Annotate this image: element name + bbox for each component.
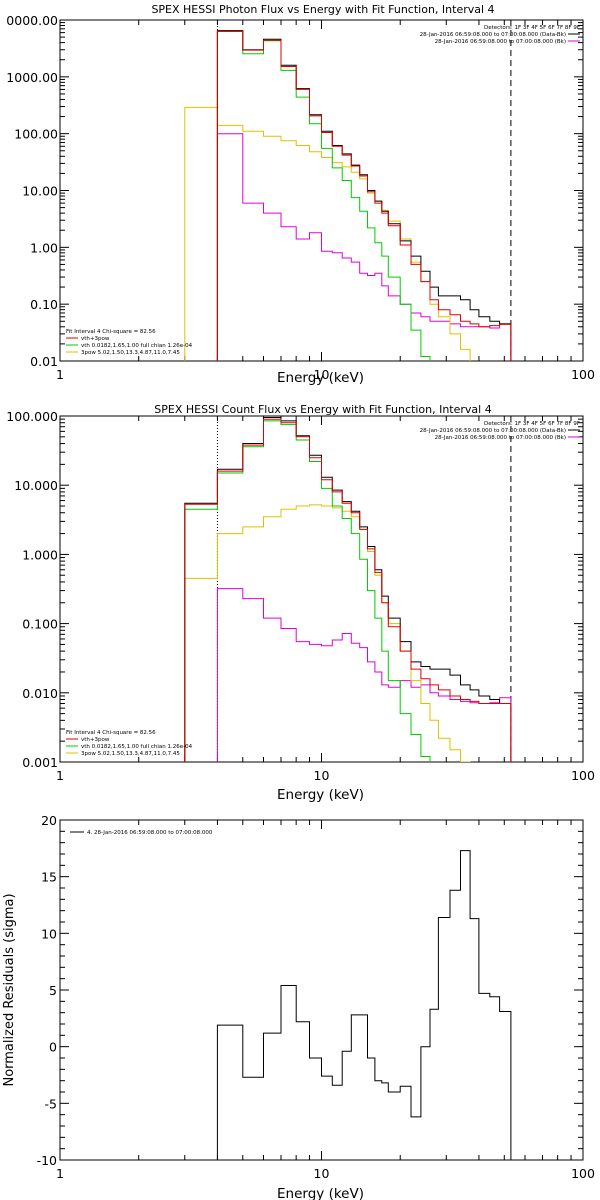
- x-tick-label: 10: [314, 1166, 330, 1181]
- y-axis-ticks: [60, 819, 583, 1161]
- y-tick-label: 0: [49, 1040, 57, 1055]
- x-tick-label: 100: [571, 768, 595, 783]
- plot-area: [184, 416, 512, 762]
- x-tick-label: 1: [56, 768, 64, 783]
- x-axis-label: Energy (keV): [277, 370, 364, 386]
- series-0-histogram: [184, 417, 512, 762]
- y-tick-label: -5: [45, 1096, 57, 1111]
- y-tick-label: 0000.00: [6, 13, 58, 28]
- series-1-histogram: [184, 418, 512, 762]
- series-1-histogram: [216, 30, 512, 361]
- x-tick-label: 100: [571, 367, 595, 382]
- y-tick-label: -10: [37, 1153, 57, 1168]
- plot-frame: [59, 19, 584, 362]
- series-4-histogram: [216, 588, 512, 762]
- interval-data-label: 28-Jan-2016 06:59:08.000 to 07:00:08.000…: [420, 32, 566, 38]
- legend-label-2: vth 0.0182,1.65,1.00 full chian 1.26e-04: [81, 343, 193, 349]
- x-tick-label: 10: [314, 768, 330, 783]
- y-tick-label: 0.001: [22, 755, 58, 770]
- y-tick-label: 1.00: [30, 240, 58, 255]
- photon-flux-panel: SPEX HESSI Photon Flux vs Energy with Fi…: [6, 3, 595, 386]
- y-axis-label: Normalized Residuals (sigma): [2, 893, 17, 1086]
- detectors-label: Detectors: 1F 3F 4F 5F 6F 7F 8F 9F: [484, 25, 580, 31]
- y-tick-label: 0.10: [30, 297, 58, 312]
- series-2-histogram: [216, 30, 431, 361]
- series-4-histogram: [216, 133, 512, 361]
- y-tick-label: 1.000: [22, 547, 58, 562]
- legend-label-1: vth+3pow: [81, 336, 110, 342]
- photon-flux-title: SPEX HESSI Photon Flux vs Energy with Fi…: [151, 3, 494, 16]
- x-axis-label: Energy (keV): [277, 1186, 364, 1200]
- plot-area: [216, 850, 512, 1160]
- x-tick-label: 1: [56, 367, 64, 382]
- residuals-panel: 1 10 100 -10 -5 0 5 10 15 20 Energy (keV) Normalize…: [2, 813, 595, 1200]
- interval-bk-label: 28-Jan-2016 06:59:08.000 to 07:00:08.000…: [435, 435, 566, 441]
- y-tick-label: 20: [41, 813, 57, 828]
- detectors-label: Detectors: 1F 3F 4F 5F 6F 7F 8F 9F: [484, 421, 580, 427]
- series-3-histogram: [184, 504, 471, 762]
- y-tick-label: 15: [41, 870, 57, 885]
- fit-chisq-label: Fit Interval 4 Chi-square = 82.56: [66, 329, 156, 335]
- legend-label-0: 4. 28-Jan-2016 06:59:08.000 to 07:00:08.…: [87, 830, 213, 836]
- y-tick-label: 0.010: [22, 686, 58, 701]
- legend-label-2: vth 0.0182,1.65,1.00 full chian 1.26e-04: [81, 744, 193, 750]
- y-axis-ticks: [60, 418, 583, 763]
- plot-area: [184, 20, 512, 361]
- y-tick-label: 100.00: [14, 127, 58, 142]
- y-axis-ticks: [60, 22, 583, 362]
- legend-label-3: 3pow 5.02,1.50,13.3,4.87,11.0,7.45: [81, 350, 180, 356]
- plot-frame: [59, 819, 584, 1161]
- fit-chisq-label: Fit Interval 4 Chi-square = 82.56: [66, 730, 156, 736]
- count-flux-title: SPEX HESSI Count Flux vs Energy with Fit…: [154, 403, 491, 416]
- interval-data-label: 28-Jan-2016 06:59:08.000 to 07:00:08.000…: [420, 428, 566, 434]
- count-flux-panel: SPEX HESSI Count Flux vs Energy with Fit…: [6, 403, 595, 803]
- series-0-histogram: [216, 850, 512, 1160]
- y-tick-label: 1000.00: [6, 70, 58, 85]
- y-tick-label: 10: [41, 926, 57, 941]
- x-axis-label: Energy (keV): [277, 787, 364, 803]
- y-tick-label: 5: [49, 983, 57, 998]
- interval-bk-label: 28-Jan-2016 06:59:08.000 to 07:00:08.000…: [435, 39, 566, 45]
- y-tick-label: 0.01: [30, 354, 58, 369]
- y-tick-label: 0.100: [22, 617, 58, 632]
- series-0-histogram: [216, 30, 512, 361]
- x-tick-label: 100: [571, 1166, 595, 1181]
- legend-label-3: 3pow 5.02,1.50,13.3,4.87,11.0,7.45: [81, 751, 180, 757]
- x-tick-label: 1: [56, 1166, 64, 1181]
- x-axis-ticks: [59, 20, 584, 361]
- y-tick-label: 10.000: [14, 478, 58, 493]
- series-2-histogram: [184, 420, 431, 762]
- y-tick-label: 100.000: [6, 409, 58, 424]
- legend-label-1: vth+3pow: [81, 737, 110, 743]
- x-tick-label: 10: [314, 367, 330, 382]
- y-tick-label: 10.00: [22, 184, 58, 199]
- x-axis-ticks: [59, 820, 584, 1160]
